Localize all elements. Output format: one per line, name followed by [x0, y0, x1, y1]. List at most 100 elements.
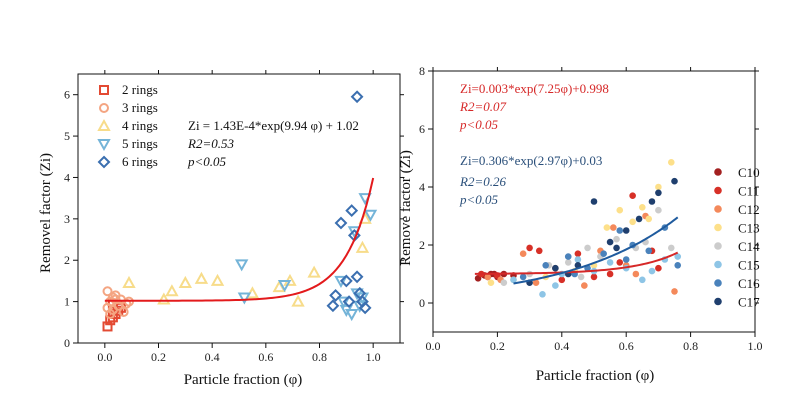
right-legend: C10 C11 C12 C13 C14 C15 C16 C17	[714, 165, 760, 310]
left-point	[363, 209, 378, 222]
legend-symbol-2-rings	[99, 85, 109, 95]
left-point	[350, 90, 364, 104]
right-fit-curve-red	[474, 251, 679, 275]
left-y-tick-label: 4	[64, 170, 70, 184]
right-point	[645, 215, 653, 223]
left-point	[355, 240, 370, 253]
right-fit-curve-blue	[513, 216, 679, 285]
right-point	[616, 206, 624, 214]
left-legend: 2 rings 3 rings 4 rings 5 rings 6 rings	[97, 82, 158, 169]
right-y-tick-label: 2	[419, 238, 425, 252]
right-series-C15	[510, 253, 682, 298]
legend-symbol-C10	[714, 168, 722, 176]
legend-label-C14: C14	[738, 239, 760, 254]
left-y-tick-label: 3	[64, 212, 70, 226]
right-chart: 0.0 0.2 0.4 0.6 0.8 1.0 0 2 4 6 8 Zi=0.003*exp(7.2…	[398, 64, 763, 384]
right-x-tick-label: 0.0	[426, 339, 441, 353]
right-point	[613, 244, 620, 252]
right-point	[639, 204, 646, 211]
left-x-tick-label: 1.0	[366, 350, 381, 364]
left-point	[350, 270, 364, 284]
left-x-tick-label: 0.0	[97, 350, 112, 364]
left-y-tick-label: 1	[64, 295, 70, 309]
left-chart-marks	[102, 90, 378, 332]
left-point	[326, 299, 340, 313]
left-point	[122, 275, 136, 288]
left-point	[237, 292, 252, 305]
right-blue-fit-r2: R2=0.26	[459, 174, 506, 189]
right-y-tick-label: 0	[419, 296, 425, 310]
right-point	[648, 198, 656, 205]
right-point	[655, 206, 662, 214]
legend-label-C16: C16	[738, 276, 760, 291]
right-point	[487, 279, 495, 287]
right-plot-frame	[432, 70, 756, 333]
right-point	[606, 270, 614, 278]
left-point	[178, 275, 193, 288]
right-point	[532, 279, 540, 287]
left-point	[105, 315, 116, 326]
left-point	[345, 204, 359, 217]
right-blue-fit-equation: Zi=0.306*exp(2.97φ)+0.03	[460, 153, 602, 168]
legend-symbol-C14	[714, 242, 722, 250]
left-point	[334, 216, 348, 230]
right-point	[616, 227, 624, 234]
right-point	[674, 253, 682, 260]
left-fit-equation: Zi = 1.43E-4*exp(9.94 φ) + 1.02	[188, 118, 359, 133]
right-point	[535, 247, 543, 255]
left-fit-curve	[104, 177, 375, 302]
legend-symbol-C16	[714, 279, 722, 287]
legend-label-6-rings: 6 rings	[122, 154, 158, 169]
left-fit-r2: R2=0.53	[187, 136, 234, 151]
left-point	[165, 284, 179, 297]
right-point	[635, 215, 643, 223]
right-point	[674, 262, 682, 269]
right-point	[484, 273, 492, 281]
left-point	[102, 286, 113, 297]
right-point	[616, 259, 624, 266]
legend-label-4-rings: 4 rings	[122, 118, 158, 133]
right-point	[648, 267, 656, 275]
right-series-C11	[478, 192, 662, 284]
right-point	[632, 270, 640, 278]
legend-label-C11: C11	[738, 184, 759, 199]
legend-symbol-4-rings	[97, 118, 111, 131]
legend-label-C17: C17	[738, 295, 760, 310]
right-point	[526, 244, 533, 252]
legend-label-C15: C15	[738, 258, 760, 273]
right-point	[603, 224, 611, 231]
right-point	[645, 247, 653, 255]
left-point	[339, 274, 353, 288]
left-x-tick-label: 0.6	[258, 350, 273, 364]
right-point	[519, 273, 527, 281]
left-point	[210, 273, 225, 286]
left-point	[336, 296, 351, 309]
right-chart-axes: 0.0 0.2 0.4 0.6 0.8 1.0 0 2 4 6 8	[419, 64, 763, 353]
right-chart-marks	[474, 159, 682, 298]
legend-symbol-6-rings	[97, 155, 111, 169]
legend-label-C12: C12	[738, 202, 760, 217]
left-x-tick-label: 0.2	[151, 350, 166, 364]
right-x-tick-label: 0.4	[554, 339, 569, 353]
legend-label-C10: C10	[738, 165, 760, 180]
legend-symbol-3-rings	[99, 103, 109, 113]
right-point	[584, 244, 591, 252]
left-point	[194, 271, 209, 284]
legend-label-5-rings: 5 rings	[122, 136, 158, 151]
right-x-tick-label: 1.0	[748, 339, 763, 353]
left-point	[329, 288, 343, 302]
right-point	[574, 250, 582, 257]
right-point	[539, 291, 546, 298]
legend-symbol-5-rings	[97, 139, 111, 152]
right-point	[600, 250, 607, 257]
right-point	[622, 256, 630, 263]
right-point	[655, 189, 662, 197]
right-point	[581, 282, 588, 289]
left-point	[118, 306, 129, 317]
right-point	[590, 273, 598, 281]
left-point	[113, 305, 124, 316]
right-point	[564, 253, 572, 260]
legend-symbol-C13	[714, 223, 722, 232]
right-point	[577, 273, 585, 281]
